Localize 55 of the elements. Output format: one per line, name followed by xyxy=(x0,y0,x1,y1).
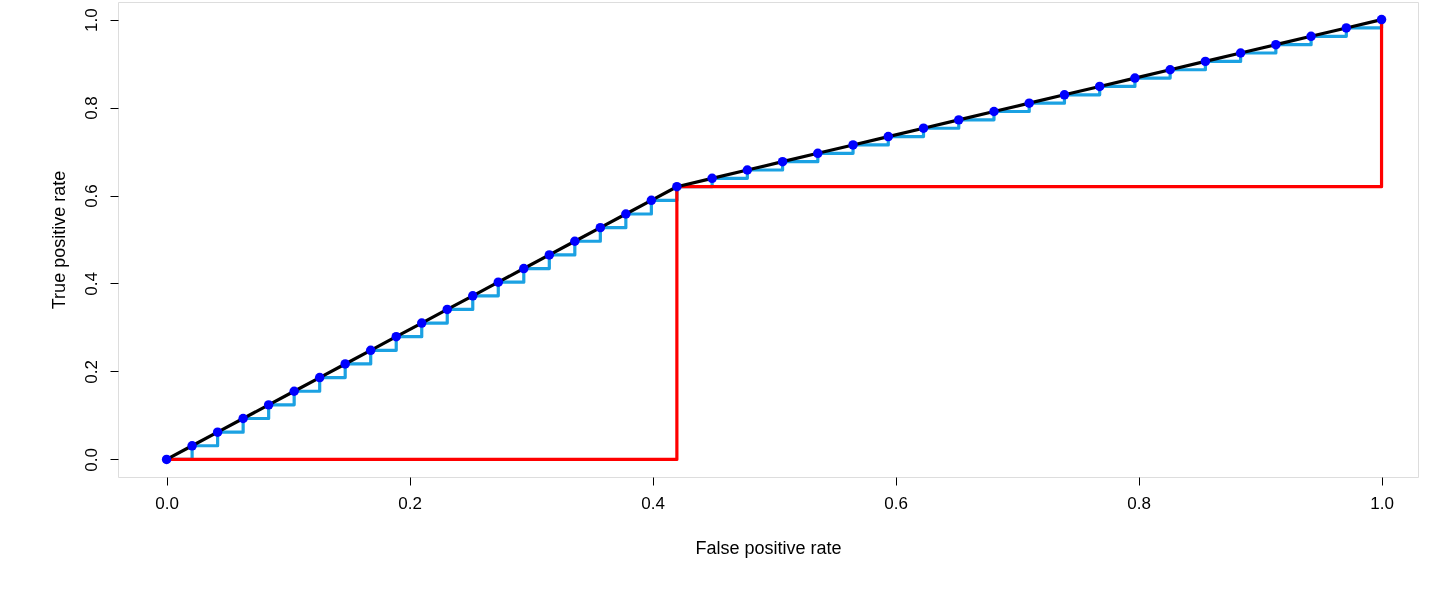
x-tick-label: 0.4 xyxy=(641,493,665,513)
point xyxy=(707,173,717,184)
x-tick-label: 0.8 xyxy=(1127,493,1151,513)
point xyxy=(1130,73,1140,83)
point xyxy=(1024,98,1034,108)
point xyxy=(161,454,172,465)
point xyxy=(848,140,858,150)
point xyxy=(1341,23,1352,33)
point xyxy=(883,131,894,142)
point xyxy=(493,277,504,287)
point xyxy=(442,304,452,315)
y-tick-label: 1.0 xyxy=(81,8,101,32)
point xyxy=(212,427,223,437)
point xyxy=(813,148,823,159)
y-tick-label: 0.8 xyxy=(81,96,101,120)
point xyxy=(777,156,788,167)
point xyxy=(1306,31,1316,42)
point xyxy=(1059,90,1070,100)
point xyxy=(1235,48,1246,58)
point xyxy=(1200,56,1211,67)
x-tick-label: 1.0 xyxy=(1370,493,1394,513)
y-tick-label: 0.0 xyxy=(81,448,101,472)
point xyxy=(621,209,631,219)
x-axis-title: False positive rate xyxy=(695,537,842,558)
point xyxy=(519,263,529,274)
point xyxy=(595,222,606,233)
point xyxy=(742,165,753,175)
y-tick-label: 0.2 xyxy=(81,360,101,384)
point xyxy=(570,236,580,246)
point xyxy=(263,400,274,410)
point xyxy=(672,181,682,192)
point xyxy=(918,123,929,133)
point xyxy=(989,106,999,117)
point xyxy=(314,372,325,383)
point xyxy=(417,318,427,328)
point xyxy=(1271,39,1281,50)
point xyxy=(340,359,350,369)
point xyxy=(544,250,555,260)
y-axis-title: True positive rate xyxy=(48,170,69,310)
point xyxy=(1094,81,1105,92)
point xyxy=(954,115,964,125)
x-tick-label: 0.2 xyxy=(398,493,422,513)
point xyxy=(468,291,478,301)
x-tick-label: 0.0 xyxy=(155,493,179,513)
point xyxy=(646,195,657,206)
x-tick-label: 0.6 xyxy=(884,493,908,513)
point xyxy=(289,386,299,396)
point xyxy=(391,331,401,342)
point xyxy=(187,441,197,451)
point xyxy=(238,413,248,424)
point xyxy=(1376,14,1387,25)
point xyxy=(1165,65,1175,75)
y-tick-label: 0.6 xyxy=(81,184,101,208)
point xyxy=(365,345,376,356)
y-tick-label: 0.4 xyxy=(81,272,101,296)
